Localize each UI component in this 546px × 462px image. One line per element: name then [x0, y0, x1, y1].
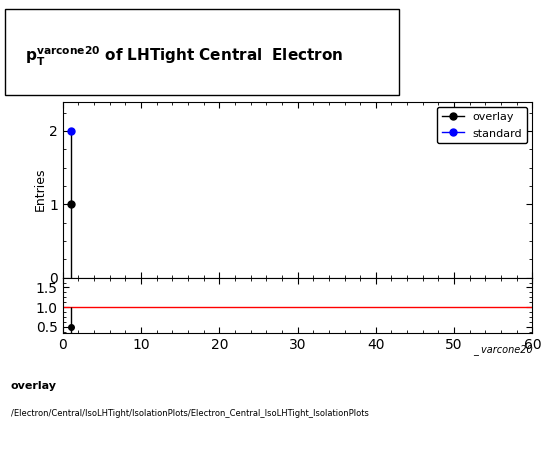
FancyBboxPatch shape [5, 9, 399, 95]
Text: _ varcone20: _ varcone20 [473, 344, 532, 355]
Text: overlay: overlay [11, 381, 57, 391]
Legend: overlay, standard: overlay, standard [437, 107, 527, 143]
Text: $\mathbf{p_T^{varcone20}}$ $\bf{of\ LHTight\ Central\ \ Electron}$: $\mathbf{p_T^{varcone20}}$ $\bf{of\ LHTi… [25, 45, 343, 68]
Text: /Electron/Central/IsoLHTight/IsolationPlots/Electron_Central_IsoLHTight_Isolatio: /Electron/Central/IsoLHTight/IsolationPl… [11, 409, 369, 418]
Y-axis label: Entries: Entries [33, 168, 46, 212]
